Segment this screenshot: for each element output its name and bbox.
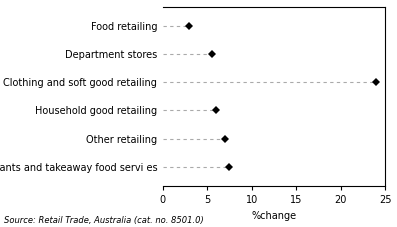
X-axis label: %change: %change — [251, 211, 297, 221]
Text: Source: Retail Trade, Australia (cat. no. 8501.0): Source: Retail Trade, Australia (cat. no… — [4, 216, 204, 225]
